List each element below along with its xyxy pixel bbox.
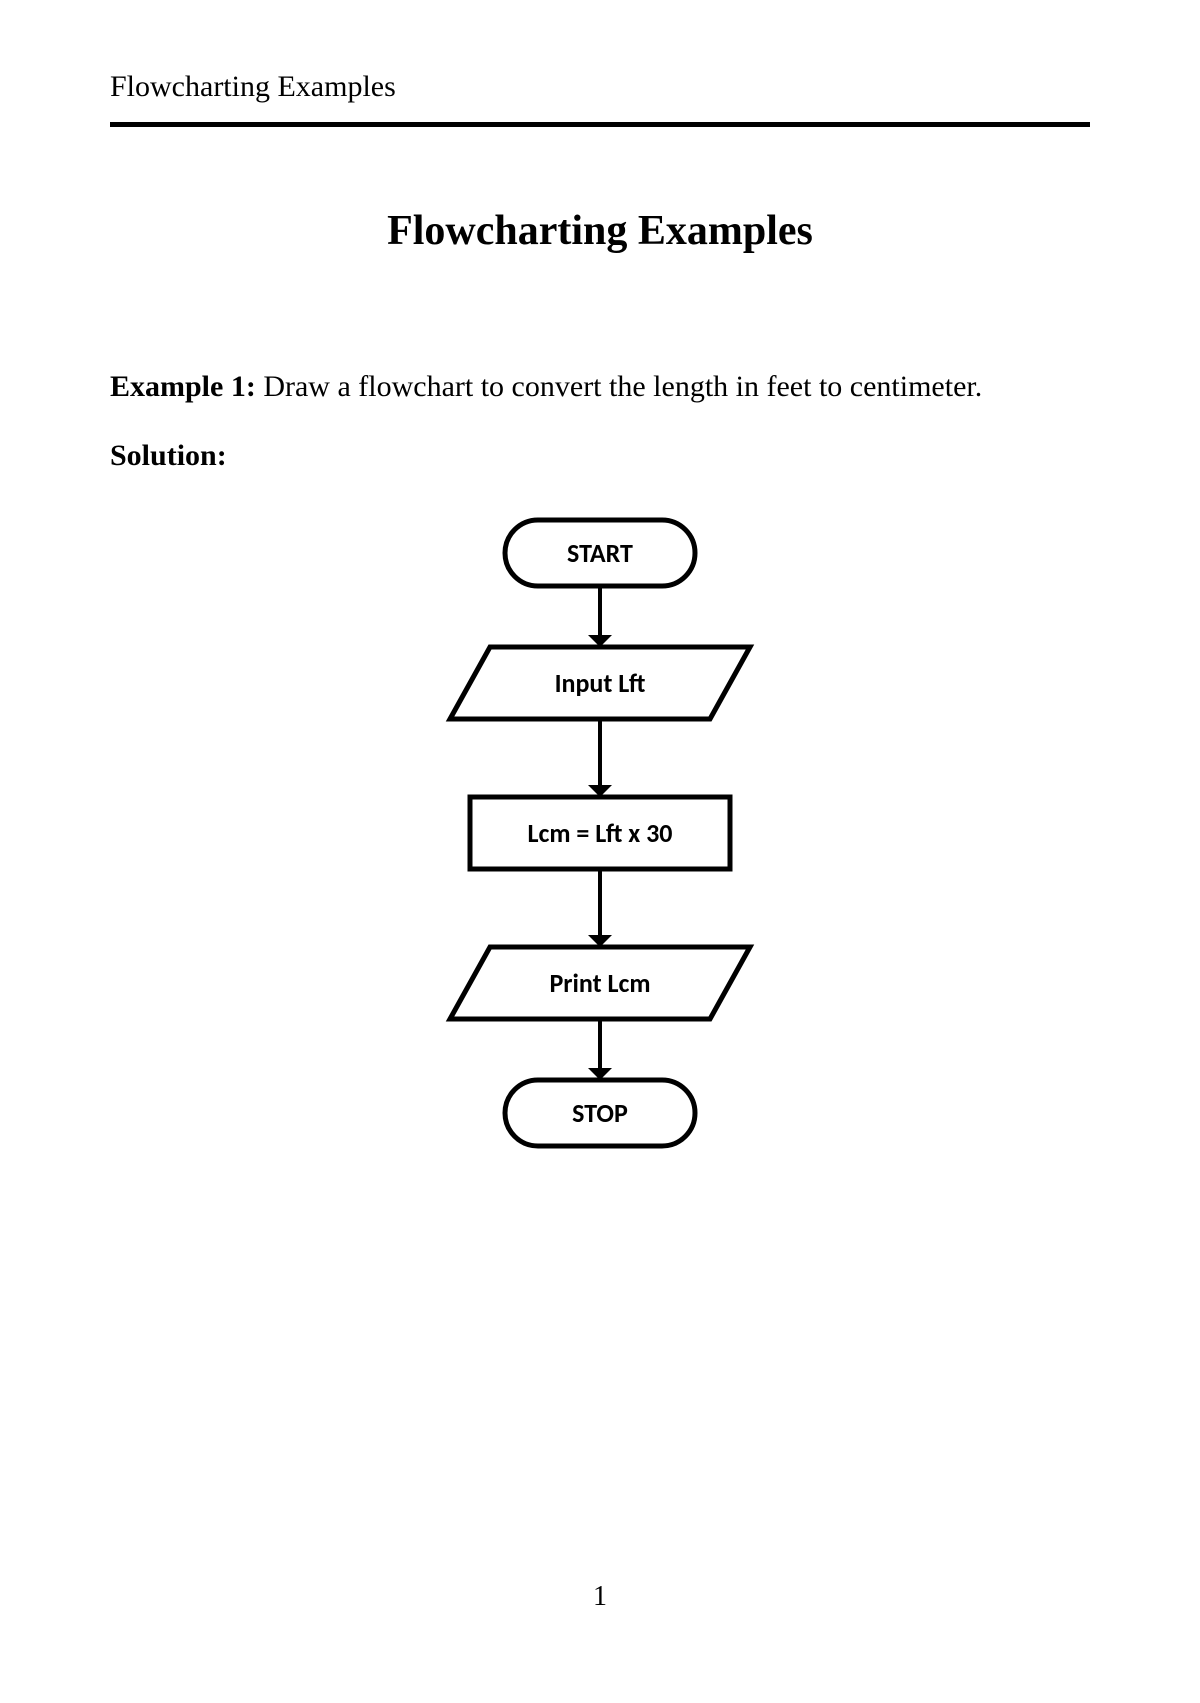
example-label: Example 1:	[110, 370, 256, 403]
page-title: Flowcharting Examples	[110, 207, 1090, 255]
page-header: Flowcharting Examples	[110, 70, 1090, 104]
page-number: 1	[0, 1581, 1200, 1613]
example-text: Draw a flowchart to convert the length i…	[256, 370, 982, 403]
flowchart-container: START Input Lft Lcm = Lft x 30 Print Lcm STO…	[110, 513, 1090, 1213]
flowchart-label-process: Lcm = Lft x 30	[528, 817, 673, 849]
solution-label: Solution:	[110, 439, 1090, 473]
flowchart-label-stop: STOP	[572, 1097, 628, 1129]
flowchart-label-print: Print Lcm	[549, 967, 650, 999]
flowchart-label-start: START	[567, 537, 633, 569]
header-rule	[110, 122, 1090, 127]
example-statement: Example 1: Draw a flowchart to convert t…	[110, 365, 1090, 409]
flowchart-diagram: START Input Lft Lcm = Lft x 30 Print Lcm STO…	[390, 513, 810, 1213]
flowchart-label-input: Input Lft	[555, 667, 646, 699]
